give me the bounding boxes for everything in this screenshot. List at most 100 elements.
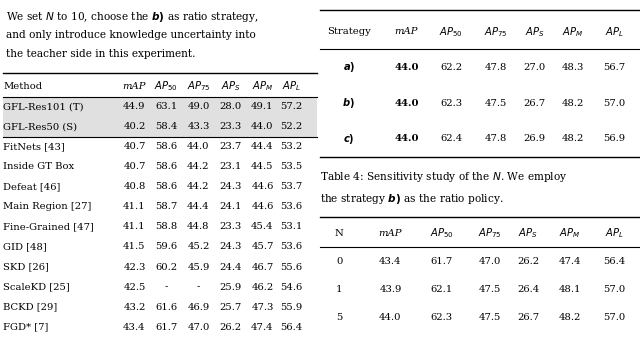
Text: 24.1: 24.1 [219, 202, 242, 211]
Text: mAP: mAP [395, 27, 418, 36]
Text: 44.4: 44.4 [187, 202, 210, 211]
Text: 58.4: 58.4 [156, 122, 177, 131]
Text: 46.9: 46.9 [188, 303, 209, 312]
Text: $AP_{50}$: $AP_{50}$ [154, 80, 179, 94]
Text: 44.2: 44.2 [187, 182, 210, 191]
Text: $AP_{50}$: $AP_{50}$ [439, 25, 463, 38]
Text: 48.2: 48.2 [562, 99, 584, 107]
Text: mAP: mAP [123, 82, 146, 91]
Text: 63.1: 63.1 [156, 102, 177, 111]
Text: 26.2: 26.2 [220, 323, 241, 332]
Text: Table 4: Sensitivity study of the $N$. We employ: Table 4: Sensitivity study of the $N$. W… [320, 170, 568, 184]
Text: 24.3: 24.3 [220, 242, 241, 252]
Text: 56.4: 56.4 [280, 323, 302, 332]
Bar [3, 97, 317, 117]
Text: ScaleKD [25]: ScaleKD [25] [3, 283, 70, 292]
Text: 44.0: 44.0 [187, 142, 210, 151]
Text: mAP: mAP [379, 229, 402, 238]
Text: 46.2: 46.2 [252, 283, 273, 292]
Text: 53.1: 53.1 [280, 222, 302, 232]
Text: 42.3: 42.3 [124, 262, 145, 272]
Text: 47.8: 47.8 [485, 134, 507, 143]
Text: 48.1: 48.1 [558, 285, 581, 294]
Text: 23.3: 23.3 [220, 122, 241, 131]
Text: 26.7: 26.7 [517, 312, 539, 322]
Text: 26.2: 26.2 [517, 257, 539, 266]
Text: 24.3: 24.3 [220, 182, 241, 191]
Text: $AP_L$: $AP_L$ [605, 25, 624, 38]
Text: 53.2: 53.2 [280, 142, 302, 151]
Text: 40.7: 40.7 [124, 142, 145, 151]
Text: $AP_S$: $AP_S$ [525, 25, 544, 38]
Text: 48.3: 48.3 [562, 63, 584, 72]
Text: $AP_L$: $AP_L$ [282, 80, 301, 94]
Text: 62.3: 62.3 [440, 99, 462, 107]
Text: 48.2: 48.2 [559, 312, 580, 322]
Text: 43.4: 43.4 [379, 257, 402, 266]
Text: 62.2: 62.2 [440, 63, 462, 72]
Text: -: - [164, 283, 168, 292]
Text: 53.6: 53.6 [280, 202, 302, 211]
Text: 62.1: 62.1 [431, 285, 452, 294]
Text: 40.8: 40.8 [124, 182, 145, 191]
Text: 58.7: 58.7 [156, 202, 177, 211]
Text: 43.4: 43.4 [123, 323, 146, 332]
Text: 44.0: 44.0 [394, 63, 419, 72]
Text: 0: 0 [336, 257, 342, 266]
Text: $AP_{75}$: $AP_{75}$ [187, 80, 210, 94]
Text: FitNets [43]: FitNets [43] [3, 142, 65, 151]
Text: 56.4: 56.4 [604, 257, 625, 266]
Text: 56.9: 56.9 [604, 134, 625, 143]
Text: 40.2: 40.2 [124, 122, 145, 131]
Text: 26.4: 26.4 [517, 285, 539, 294]
Text: 41.1: 41.1 [123, 222, 146, 232]
Text: 42.5: 42.5 [124, 283, 145, 292]
Text: $AP_{50}$: $AP_{50}$ [429, 226, 454, 240]
Text: 44.0: 44.0 [379, 312, 402, 322]
Text: 1: 1 [336, 285, 342, 294]
Text: 55.6: 55.6 [280, 262, 302, 272]
Text: 61.7: 61.7 [156, 323, 177, 332]
Text: 43.2: 43.2 [124, 303, 145, 312]
Text: 45.7: 45.7 [252, 242, 273, 252]
Text: 58.6: 58.6 [156, 182, 177, 191]
Text: Fine-Grained [47]: Fine-Grained [47] [3, 222, 94, 232]
Text: 24.4: 24.4 [219, 262, 242, 272]
Text: 47.8: 47.8 [485, 63, 507, 72]
Text: $\boldsymbol{a)}$: $\boldsymbol{a)}$ [342, 60, 355, 74]
Text: 27.0: 27.0 [524, 63, 545, 72]
Text: 44.0: 44.0 [394, 134, 419, 143]
Text: $AP_S$: $AP_S$ [221, 80, 240, 94]
Text: 26.9: 26.9 [524, 134, 545, 143]
Text: 57.0: 57.0 [604, 312, 625, 322]
Text: 62.3: 62.3 [431, 312, 452, 322]
Text: SKD [26]: SKD [26] [3, 262, 49, 272]
Text: $AP_{75}$: $AP_{75}$ [484, 25, 508, 38]
Text: BCKD [29]: BCKD [29] [3, 303, 58, 312]
Text: 44.0: 44.0 [251, 122, 274, 131]
Text: 54.6: 54.6 [280, 283, 302, 292]
Text: GID [48]: GID [48] [3, 242, 47, 252]
Text: 58.6: 58.6 [156, 162, 177, 171]
Text: We set $N$ to 10, choose the $\boldsymbol{b)}$ as ratio strategy,: We set $N$ to 10, choose the $\boldsymbo… [6, 10, 259, 24]
Text: 61.6: 61.6 [156, 303, 177, 312]
Text: 52.2: 52.2 [280, 122, 302, 131]
Text: 44.6: 44.6 [252, 202, 273, 211]
Text: 41.1: 41.1 [123, 202, 146, 211]
Text: 59.6: 59.6 [156, 242, 177, 252]
Text: N: N [335, 229, 344, 238]
Text: 25.9: 25.9 [220, 283, 241, 292]
Text: 44.5: 44.5 [251, 162, 274, 171]
Text: 58.8: 58.8 [156, 222, 177, 232]
Text: 57.2: 57.2 [280, 102, 302, 111]
Text: 40.7: 40.7 [124, 162, 145, 171]
Text: 62.4: 62.4 [440, 134, 462, 143]
Text: GFL-Res50 (S): GFL-Res50 (S) [3, 122, 77, 131]
Text: 5: 5 [336, 312, 342, 322]
Text: 53.6: 53.6 [280, 242, 302, 252]
Text: 44.4: 44.4 [251, 142, 274, 151]
Text: 57.0: 57.0 [604, 99, 625, 107]
Text: 47.3: 47.3 [252, 303, 273, 312]
Text: Defeat [46]: Defeat [46] [3, 182, 61, 191]
Text: 44.8: 44.8 [187, 222, 210, 232]
